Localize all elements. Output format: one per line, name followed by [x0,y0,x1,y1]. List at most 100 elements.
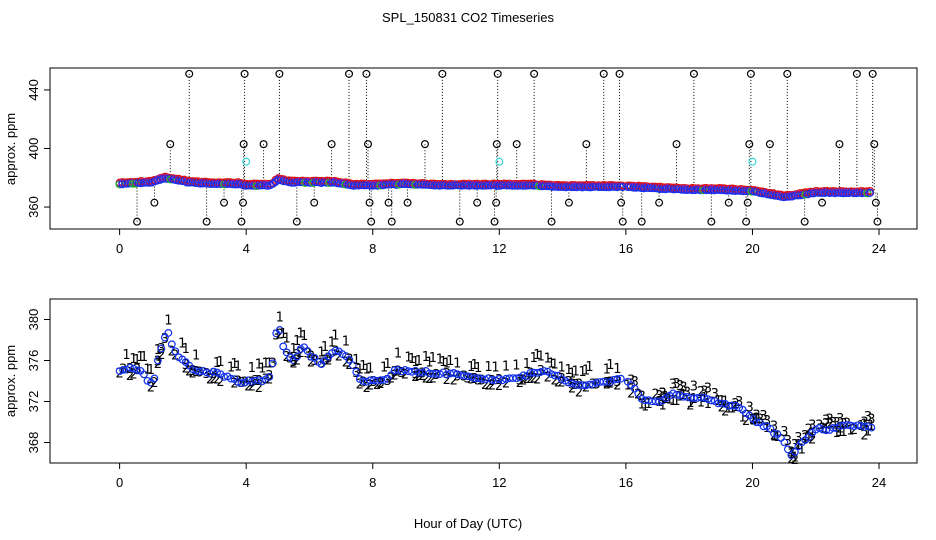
series-3-point: 3 [161,332,169,347]
series-3-point: 3 [265,369,273,384]
series-2-point: 2 [860,429,868,444]
series-mean-point [540,367,549,375]
series-1-point: 1 [216,355,224,370]
series-3-point: 3 [669,377,677,392]
series-2-point: 2 [488,378,496,393]
series-mean-point [637,394,646,403]
outlier-point [615,69,624,78]
outlier-point [672,140,681,149]
point-blue [618,183,627,192]
y-tick-label: 360 [26,196,41,218]
outlier-point [239,198,248,207]
bottom-panel-frame [49,298,918,464]
series-2-point: 2 [377,377,385,392]
series-2-point: 2 [206,373,214,388]
series-2-point: 2 [255,381,263,396]
series-2-point: 2 [658,387,666,402]
series-2-point: 2 [732,397,740,412]
series-2-point: 2 [627,387,635,402]
series-1-point: 1 [436,353,444,368]
series-1-point: 1 [665,392,673,407]
series-2-point: 2 [495,379,503,394]
series-mean-point [362,377,371,386]
series-2-point: 2 [126,369,134,384]
series-2-point: 2 [324,354,332,369]
series-1-point: 1 [558,360,566,375]
series-2-point: 2 [450,373,458,388]
series-3-point: 3 [745,400,753,415]
series-mean-point [822,426,831,435]
outlier-point [745,140,754,149]
series-mean-point [157,344,166,353]
series-2-point: 2 [606,377,614,392]
series-2-point: 2 [248,380,256,395]
series-mean-point [348,361,357,370]
outlier-point [166,140,175,149]
series-1-point: 1 [645,397,653,412]
series-1-point: 1 [404,351,412,366]
series-1-point: 1 [230,357,238,372]
series-mean-point [770,429,778,438]
series-1-point: 1 [662,390,670,405]
outlier-point [512,140,521,149]
series-2-point: 2 [230,377,238,392]
series-2-point: 2 [213,373,221,388]
series-2-point: 2 [662,392,670,407]
series-1-point: 1 [234,359,242,374]
series-1-point: 1 [178,336,186,351]
series-1-point: 1 [864,424,872,439]
outlier-point [655,198,664,207]
series-1-point: 1 [655,395,663,410]
cyan-point [495,157,504,166]
series-1-point: 1 [255,358,263,373]
series-3-point: 3 [592,377,600,392]
series-1-point: 1 [704,397,712,412]
series-mean-point [603,377,611,386]
series-mean-point [655,397,664,406]
series-mean-point [164,329,173,337]
outlier-point [835,140,844,149]
series-1-point: 1 [352,353,360,368]
x-tick-label: 16 [619,475,633,490]
series-1-point: 1 [502,360,510,375]
series-2-point: 2 [749,412,757,427]
series-mean-point [616,374,625,383]
series-1-point: 1 [564,363,572,378]
outlier-point [800,217,809,226]
outlier-point [599,69,608,78]
series-2-point: 2 [150,376,158,391]
series-1-point: 1 [672,394,680,409]
outlier-point [707,217,716,226]
series-3-point: 3 [860,415,868,430]
series-1-point: 1 [867,419,875,434]
outlier-point [852,69,861,78]
series-1-point: 1 [331,329,339,344]
series-1-point: 1 [394,347,402,362]
series-3-point: 3 [321,354,329,369]
outlier-point [362,69,371,78]
x-tick-label: 8 [369,241,376,256]
outlier-point [724,198,733,207]
series-3-point: 3 [864,410,872,425]
series-mean-point [547,370,556,378]
series-1-point: 1 [262,357,270,372]
series-3-point: 3 [589,378,597,393]
series-2-point: 2 [185,364,193,379]
series-3-point: 3 [655,389,663,404]
series-1-point: 1 [129,352,137,367]
series-1-point: 1 [641,399,649,414]
series-1-point: 1 [801,432,809,447]
outlier-point [871,198,880,207]
series-2-point: 2 [808,433,816,448]
series-1-point: 1 [328,336,336,351]
outlier-point [292,217,301,226]
series-1-point: 1 [846,423,854,438]
series-2-point: 2 [481,378,489,393]
series-1-point: 1 [290,342,298,357]
x-axis-label: Hour of Day (UTC) [414,516,522,531]
series-mean-point [519,371,528,380]
series-1-point: 1 [446,354,454,369]
series-mean-point [696,393,705,402]
series-2-point: 2 [516,376,524,391]
